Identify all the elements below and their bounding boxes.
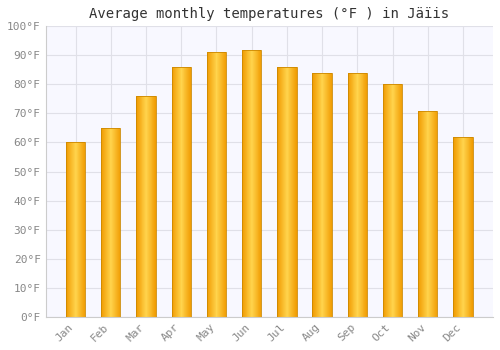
Title: Average monthly temperatures (°F ) in Jäïis: Average monthly temperatures (°F ) in Jä…: [89, 7, 450, 21]
Bar: [207, 52, 226, 317]
Bar: [348, 73, 367, 317]
Bar: [383, 84, 402, 317]
Bar: [277, 67, 296, 317]
Bar: [242, 49, 262, 317]
Bar: [454, 137, 472, 317]
Bar: [172, 67, 191, 317]
Bar: [312, 73, 332, 317]
Bar: [66, 142, 86, 317]
Bar: [136, 96, 156, 317]
Bar: [418, 111, 438, 317]
Bar: [101, 128, 120, 317]
